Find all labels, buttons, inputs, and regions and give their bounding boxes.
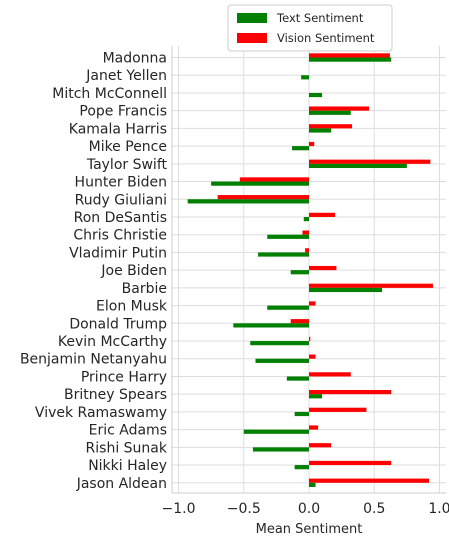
x-tick-label-2: 0.0 [298,501,320,517]
vision-bar-8 [217,195,309,200]
x-tick-label-1: −0.5 [227,501,261,517]
text-bar-11 [258,252,309,257]
x-tick-label-4: 1.0 [428,501,449,517]
vision-bar-14 [309,301,316,306]
vision-bar-9 [309,212,336,217]
text-bar-24 [309,482,316,487]
vision-bar-17 [309,354,316,359]
x-tick-label-3: 0.5 [363,501,385,517]
y-tick-label-24: Jason Aldean [76,476,167,492]
vision-bar-12 [309,265,337,271]
y-tick-label-14: Elon Musk [96,299,168,315]
y-tick-label-17: Benjamin Netanyahu [20,352,167,368]
y-tick-label-3: Pope Francis [79,104,167,120]
x-axis-label: Mean Sentiment [256,522,363,537]
text-bar-19 [309,394,323,399]
text-bar-8 [187,199,309,204]
y-tick-label-20: Vivek Ramaswamy [35,405,167,421]
vision-bar-19 [309,389,392,395]
y-tick-label-2: Mitch McConnell [52,86,167,102]
vision-bar-20 [309,407,367,412]
text-bar-5 [292,146,309,151]
vision-bar-7 [239,177,309,182]
vision-bar-22 [309,443,332,448]
y-tick-label-8: Rudy Giuliani [75,192,167,208]
vision-bar-11 [305,248,309,253]
text-bar-20 [294,411,309,417]
text-bar-9 [303,216,309,222]
y-tick-label-15: Donald Trump [69,316,167,332]
bars [187,53,433,487]
text-bar-4 [309,128,332,133]
y-tick-label-23: Nikki Haley [88,458,167,474]
vision-bar-18 [309,372,351,377]
text-bar-12 [290,270,309,275]
y-tick-label-4: Kamala Harris [69,121,167,137]
text-bar-15 [233,323,309,328]
vision-bar-5 [309,141,315,147]
vision-bar-24 [309,478,430,483]
text-bar-3 [309,110,351,115]
text-bar-1 [301,75,309,80]
x-tick-labels: −1.0 −0.5 0.0 0.5 1.0 [162,501,449,517]
y-tick-label-7: Hunter Biden [75,175,167,191]
text-bar-0 [309,57,392,62]
vision-bar-6 [309,159,431,164]
vision-bar-13 [309,283,433,288]
y-tick-label-9: Ron DeSantis [74,210,167,226]
legend-swatch-1 [237,33,267,43]
y-tick-label-21: Eric Adams [89,423,167,439]
text-bar-18 [286,376,309,381]
y-tick-label-5: Mike Pence [89,139,167,155]
text-bar-23 [294,465,309,470]
text-bar-7 [211,181,309,186]
vision-bar-4 [309,124,353,129]
y-tick-label-18: Prince Harry [81,369,167,385]
text-bar-16 [250,341,309,346]
y-tick-label-13: Barbie [122,281,167,297]
vision-bar-0 [309,53,390,58]
text-bar-10 [267,234,309,239]
y-tick-label-1: Janet Yellen [85,68,167,84]
text-bar-17 [255,358,309,363]
y-tick-label-10: Chris Christie [73,228,167,244]
legend-label-0: Text Sentiment [276,11,364,25]
legend-label-1: Vision Sentiment [277,31,375,45]
legend-box [227,4,393,52]
text-bar-22 [252,447,309,452]
y-tick-label-11: Vladimir Putin [69,245,167,261]
vision-bar-15 [290,319,309,324]
text-bar-2 [309,92,323,98]
axes [171,46,446,494]
x-tick-label-0: −1.0 [162,501,196,517]
legend: Text Sentiment Vision Sentiment [227,4,393,52]
y-tick-label-19: Britney Spears [64,387,167,403]
y-tick-label-0: Madonna [103,51,167,67]
text-bar-13 [309,287,383,293]
y-tick-label-16: Kevin McCarthy [58,334,167,350]
vision-bar-23 [309,460,392,466]
vision-bar-10 [302,230,309,235]
legend-swatch-0 [237,13,267,23]
y-tick-label-12: Joe Biden [100,263,167,279]
text-bar-6 [309,163,407,169]
y-tick-label-22: Rishi Sunak [86,440,168,456]
text-bar-21 [243,429,309,434]
vision-bar-3 [309,106,370,111]
y-tick-label-6: Taylor Swift [86,157,168,173]
text-bar-14 [267,305,309,310]
vision-bar-21 [309,425,319,430]
vision-bar-16 [309,336,311,342]
